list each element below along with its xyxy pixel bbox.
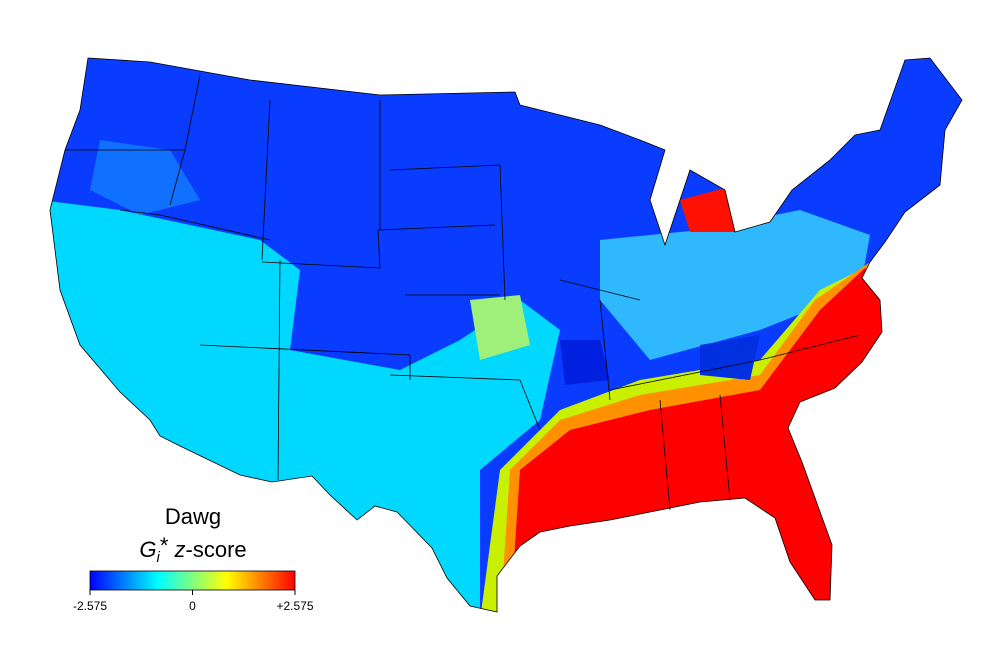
region-fill [50, 200, 560, 612]
legend-subtitle: Gi* z-score [139, 533, 246, 566]
colorbar-tick-label: 0 [189, 599, 196, 613]
subtitle-part: z [168, 537, 185, 562]
subtitle-part: * [160, 533, 169, 558]
colorbar [89, 570, 296, 591]
region-fill [600, 210, 870, 360]
subtitle-part: -score [186, 537, 247, 562]
legend-title: Dawg [165, 504, 221, 529]
legend: Dawg Gi* z-score -2.575 0 +2.575 [73, 504, 314, 613]
region-fill [470, 295, 530, 360]
state-borders [49, 57, 963, 613]
state-border [65, 74, 861, 511]
colorbar-tick-label: +2.575 [276, 599, 313, 613]
subtitle-part: G [139, 537, 156, 562]
colorbar-tick-label: -2.575 [73, 599, 107, 613]
subtitle-part: i [156, 549, 160, 566]
region-fill [680, 188, 735, 232]
region-fill [560, 340, 610, 385]
